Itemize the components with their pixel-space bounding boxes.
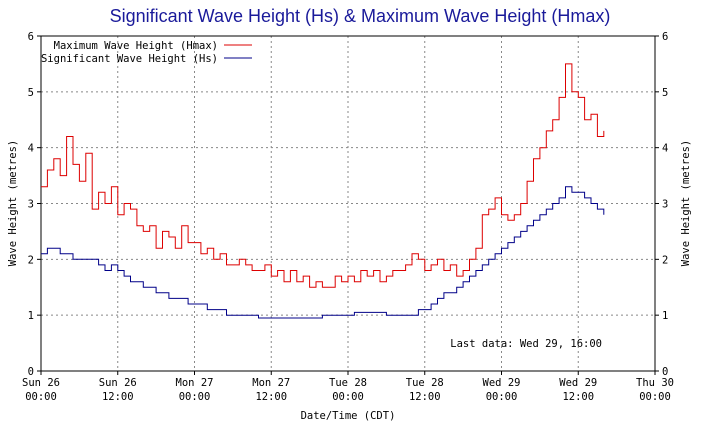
y-tick-label-right: 1 (662, 310, 668, 322)
y-axes: 0 0 1 1 2 2 3 3 4 4 5 5 6 6 (28, 31, 669, 378)
x-tick-label-time: 00:00 (639, 391, 671, 403)
x-tick-label-day: Tue 28 (329, 377, 367, 389)
y-tick-label-left: 5 (28, 87, 34, 99)
y-tick-label-right: 5 (662, 87, 668, 99)
y-tick-label-right: 4 (662, 143, 668, 155)
x-tick-label-day: Mon 27 (252, 377, 290, 389)
y-tick-label-left: 3 (28, 199, 34, 211)
y-tick-label-right: 3 (662, 199, 668, 211)
x-tick-label-day: Mon 27 (176, 377, 214, 389)
y-axis-label-left: Wave Height (metres) (7, 140, 19, 266)
x-tick-label-day: Wed 29 (483, 377, 521, 389)
hs-line (41, 186, 605, 319)
x-tick-label-day: Thu 30 (636, 377, 674, 389)
y-tick-label-left: 0 (28, 366, 34, 378)
x-tick-label-day: Wed 29 (559, 377, 597, 389)
legend: Maximum Wave Height (Hmax)Significant Wa… (41, 40, 252, 65)
last-data-annotation: Last data: Wed 29, 16:00 (450, 338, 602, 350)
x-tick-label-time: 00:00 (179, 391, 211, 403)
x-tick-label-day: Tue 28 (406, 377, 444, 389)
x-tick-label-day: Sun 26 (99, 377, 137, 389)
hmax-line (41, 63, 605, 288)
x-axis: Sun 26 00:00 Sun 26 12:00 Mon 27 00:00 Mon 27 1… (22, 371, 674, 403)
y-tick-label-left: 1 (28, 310, 34, 322)
y-tick-label-left: 2 (28, 254, 34, 266)
y-axis-label-right: Wave Height (metres) (680, 140, 692, 266)
y-tick-label-right: 6 (662, 31, 668, 43)
legend-label: Maximum Wave Height (Hmax) (54, 40, 218, 52)
y-tick-label-right: 0 (662, 366, 668, 378)
x-tick-label-time: 12:00 (562, 391, 594, 403)
y-tick-label-right: 2 (662, 254, 668, 266)
x-tick-label-time: 12:00 (102, 391, 134, 403)
y-tick-label-left: 6 (28, 31, 34, 43)
x-tick-label-day: Sun 26 (22, 377, 60, 389)
x-tick-label-time: 12:00 (255, 391, 287, 403)
x-tick-label-time: 00:00 (25, 391, 57, 403)
x-tick-label-time: 00:00 (486, 391, 518, 403)
chart-title: Significant Wave Height (Hs) & Maximum W… (110, 6, 611, 26)
x-axis-label: Date/Time (CDT) (301, 410, 396, 422)
grid (41, 36, 655, 371)
x-tick-label-time: 12:00 (409, 391, 441, 403)
legend-label: Significant Wave Height (Hs) (41, 53, 218, 65)
x-tick-label-time: 00:00 (332, 391, 364, 403)
series-lines (41, 63, 605, 319)
y-tick-label-left: 4 (28, 143, 34, 155)
